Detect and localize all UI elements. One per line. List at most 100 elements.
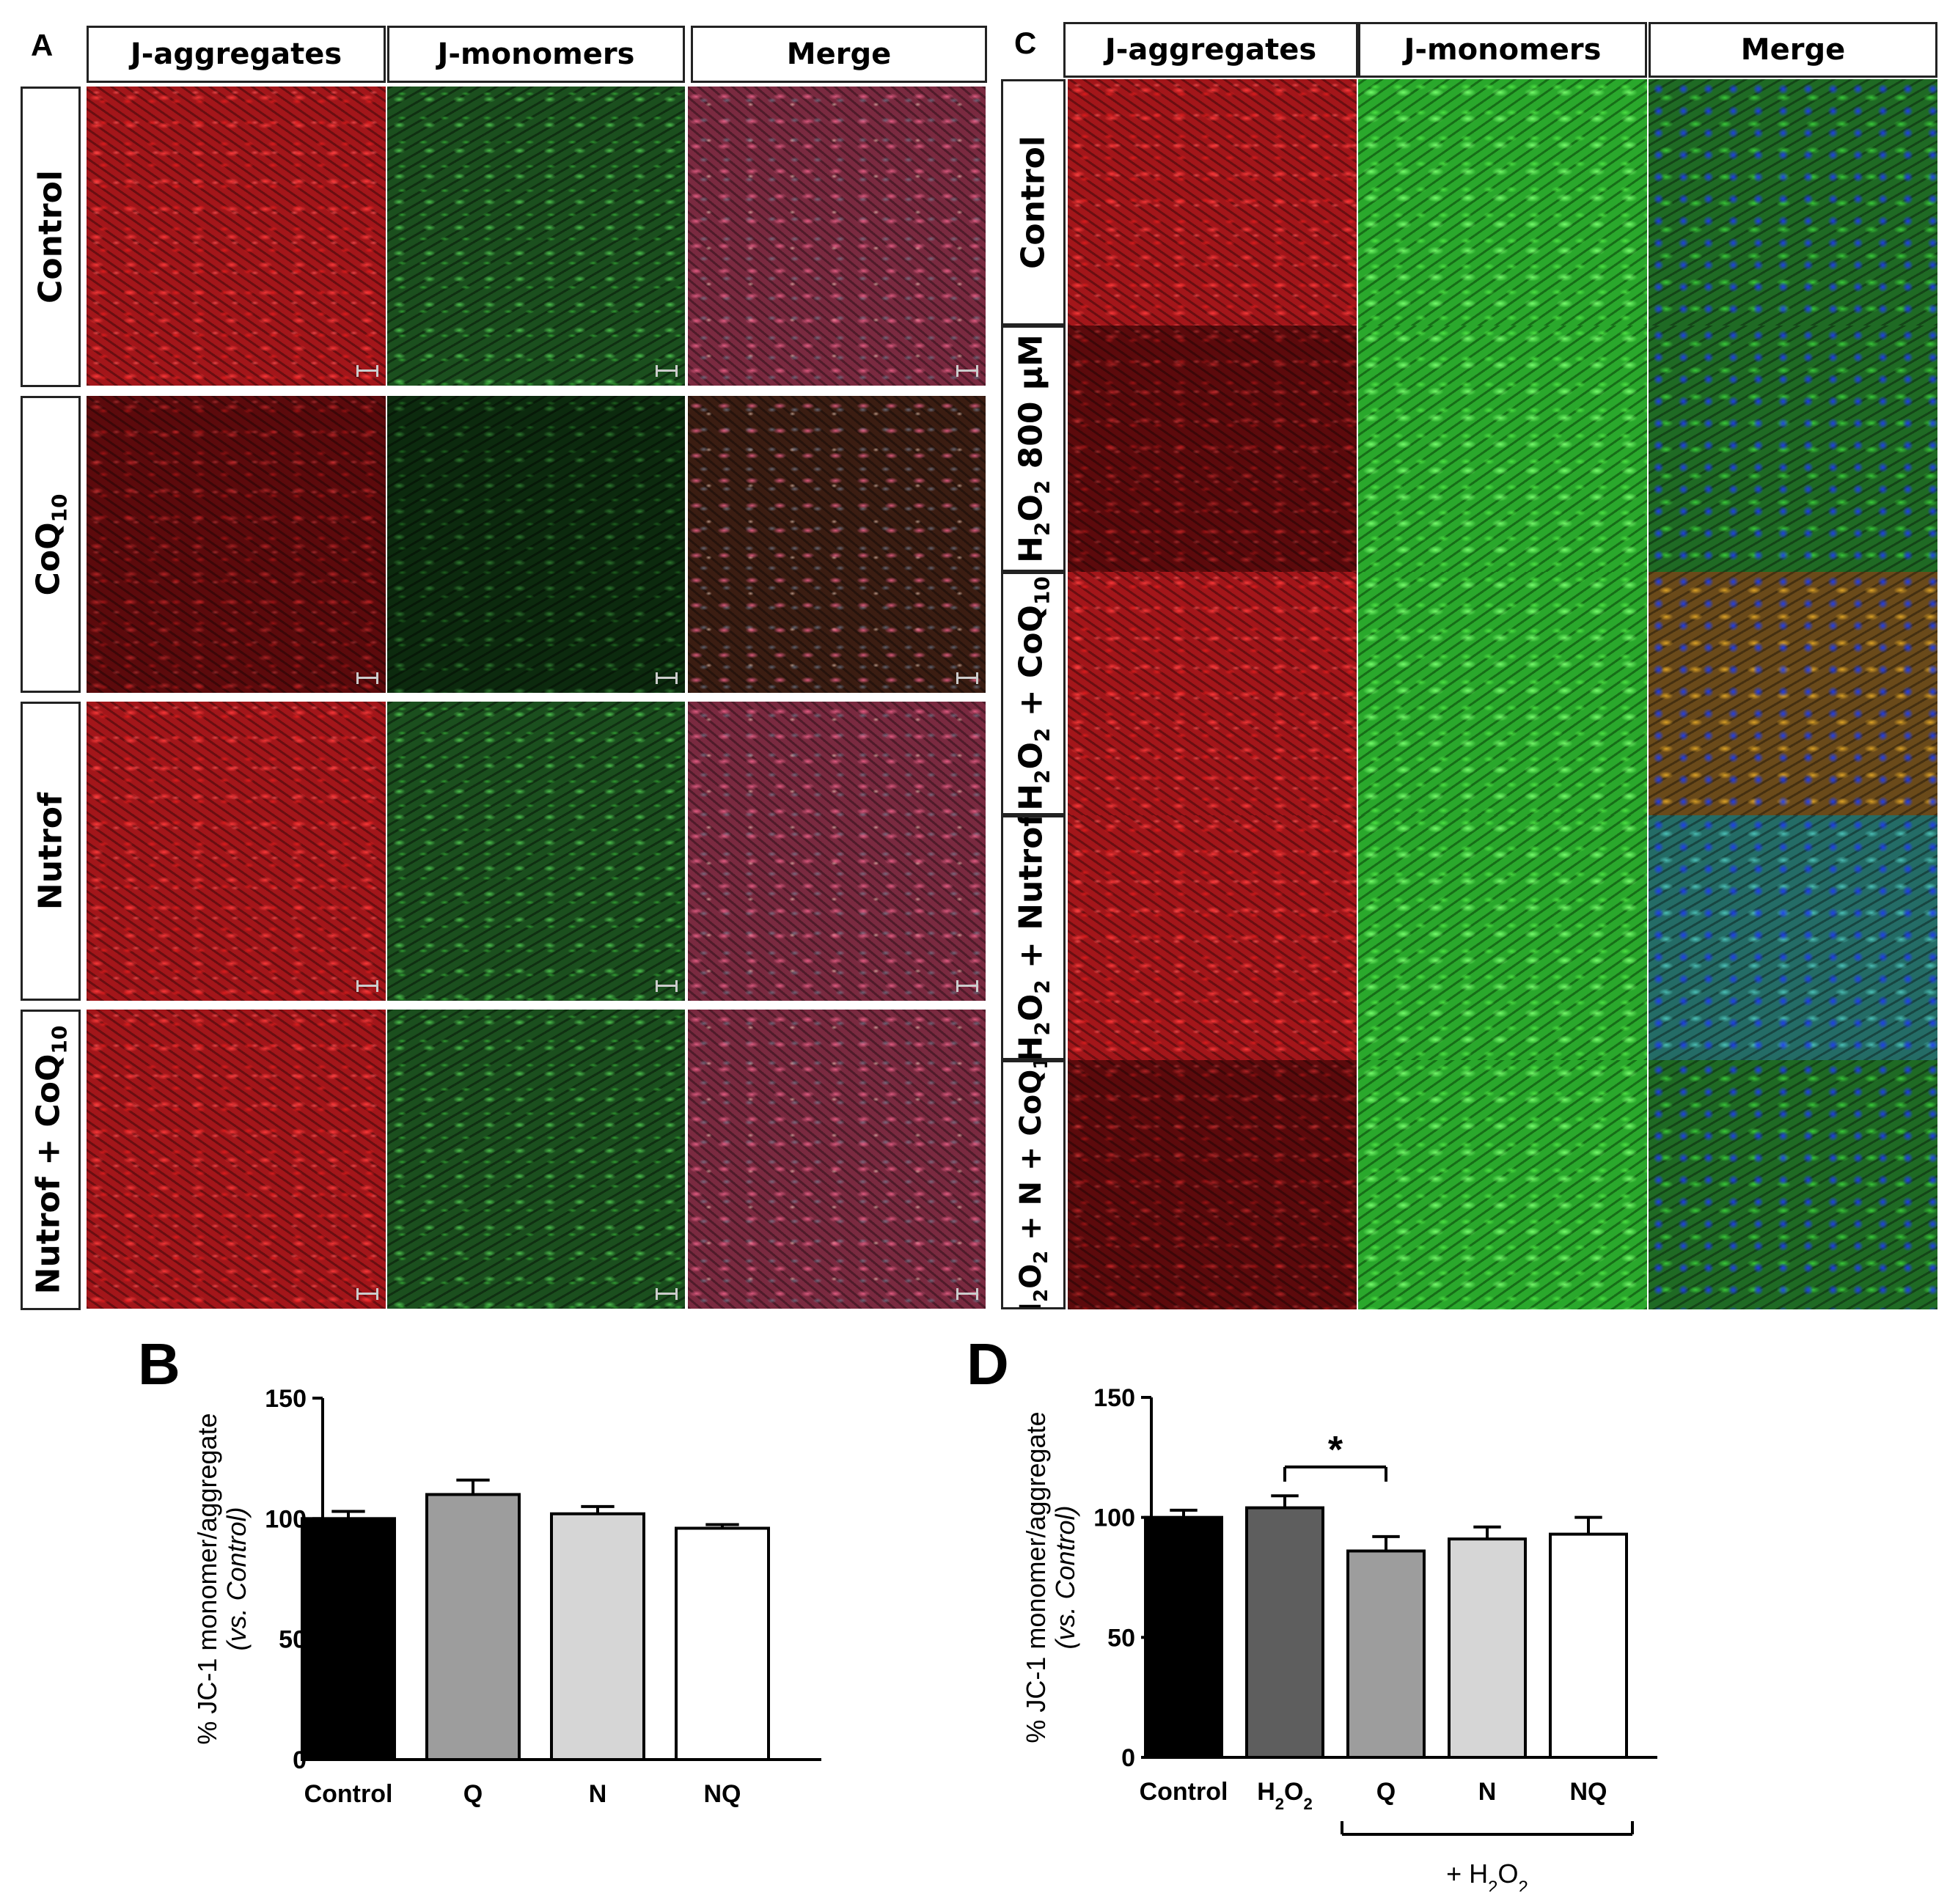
label-part: + CoQ [1012,605,1050,728]
panel-c-image-row1-monomers [1358,79,1647,326]
scale-bar [956,365,978,377]
y-tick-label: 0 [1121,1744,1135,1772]
panel-c-image-row4-monomers [1358,815,1647,1060]
scale-bar [656,672,678,684]
row-label-text: H2O2 + CoQ10 [1013,576,1055,811]
label-sub: 2 [1030,1250,1052,1264]
row-label-main: CoQ [29,522,67,595]
panel-a-row-label-nutrof-coq10: Nutrof + CoQ10 [21,1010,81,1310]
scale-bar [956,980,978,992]
y-axis-label: % JC-1 monomer/aggregate (vs. Control) [192,1413,252,1744]
panel-c-row-label-control: Control [1001,79,1066,326]
bar [1448,1537,1527,1759]
label-part: O [1012,742,1050,770]
panel-a-image-row3-merge [688,702,986,1001]
panel-c-image-row4-merge [1649,815,1937,1060]
row-label-sub: 10 [47,1025,72,1054]
panel-c-image-row2-monomers [1358,326,1647,572]
x-tick-label: H2O2 [1257,1778,1313,1813]
scale-bar [656,1288,678,1300]
panel-a-image-row1-aggregates [87,87,386,386]
label-part: 800 µM [1012,334,1050,480]
panel-a-image-row2-aggregates [87,396,386,693]
bar [1346,1549,1426,1759]
panel-c-image-row3-merge [1649,572,1937,815]
label-sub: 2 [1030,521,1055,537]
row-label-text: Control [32,170,70,304]
panel-a-image-row2-merge [688,396,986,693]
label-sub: 2 [1030,727,1055,743]
label-part: + N + CoQ [1014,1069,1048,1251]
row-label-text: H2O2 800 µM [1013,334,1055,563]
bar [1144,1515,1223,1760]
x-tick-label: N [589,1780,607,1808]
label-part: H [1014,1302,1048,1307]
x-tick-label: Q [1376,1778,1396,1806]
x-tick-label: N [1478,1778,1497,1806]
scale-bar [956,1288,978,1300]
bar [301,1517,396,1761]
row-label-sub: 10 [47,493,72,523]
bar [675,1526,770,1761]
row-label-text: Nutrof + CoQ10 [30,1026,72,1295]
panel-a-image-row4-monomers [387,1010,685,1309]
panel-c-header-merge: Merge [1649,22,1937,78]
label-part: O [1012,494,1050,522]
panel-a-image-row4-merge [688,1010,986,1309]
panel-letter-d: D [967,1331,1009,1397]
significance-mark: * [1328,1429,1343,1471]
panel-c-header-monomers: J-monomers [1358,22,1647,78]
y-tick-label: 150 [1093,1384,1135,1412]
panel-c-row-label-h2o2-n-coq10: H2O2 + N + CoQ10 [1001,1060,1066,1309]
panel-c-header-aggregates: J-aggregates [1063,22,1358,78]
row-label-text: H2O2 + Nutrof [1012,817,1055,1060]
label-sub: 2 [1030,979,1055,994]
y-tick-label: 100 [1093,1504,1135,1532]
label-part: H [1012,783,1050,811]
label-sub: 2 [1030,1021,1055,1036]
y-tick-label: 100 [265,1505,307,1533]
label-part: H [1012,1035,1050,1060]
scale-bar [356,365,378,377]
panel-c-row-label-h2o2-coq10: H2O2 + CoQ10 [1001,572,1066,815]
panel-a-image-row4-aggregates [87,1010,386,1309]
panel-letter-a: A [31,28,54,62]
panel-c-image-row1-merge [1649,79,1937,326]
x-tick-label: Control [304,1780,393,1808]
y-axis-label: % JC-1 monomer/aggregate (vs. Control) [1021,1411,1080,1743]
panel-a-header-aggregates: J-aggregates [87,26,386,83]
y-axis-title: % JC-1 monomer/aggregate [1021,1411,1051,1743]
panel-c-image-row3-aggregates [1068,572,1357,815]
row-label-main: Nutrof + CoQ [29,1054,67,1295]
panel-a-image-row2-monomers [387,396,685,693]
scale-bar [656,980,678,992]
panel-c-row-label-h2o2-800: H2O2 800 µM [1001,326,1066,572]
label-sub: 10 [1030,1062,1052,1070]
panel-c-row-label-h2o2-nutrof: H2O2 + Nutrof [1001,815,1066,1060]
panel-c-image-row5-aggregates [1068,1060,1357,1309]
label-sub: 10 [1030,576,1055,606]
y-axis-subtitle: (vs. Control) [1050,1505,1080,1649]
panel-a-row-label-control: Control [21,87,81,387]
scale-bar [356,1288,378,1300]
scale-bar [956,672,978,684]
panel-c-image-row1-aggregates [1068,79,1357,326]
bar [1549,1532,1628,1760]
panel-a-image-row3-aggregates [87,702,386,1001]
panel-c-image-row3-monomers [1358,572,1647,815]
panel-a-header-merge: Merge [691,26,987,83]
panel-a-header-monomers: J-monomers [387,26,685,83]
panel-c-image-row5-monomers [1358,1060,1647,1309]
panel-a-image-row3-monomers [387,702,685,1001]
panel-a-row-label-coq10: CoQ10 [21,396,81,693]
x-tick-label: Q [463,1780,483,1808]
bar [425,1493,521,1761]
label-part: H [1012,536,1050,563]
x-tick-label: NQ [1570,1778,1607,1806]
label-sub: 2 [1030,769,1055,784]
y-axis-title: % JC-1 monomer/aggregate [192,1413,222,1744]
label-sub: 2 [1030,1288,1052,1302]
y-tick-label: 150 [265,1385,307,1413]
scale-bar [656,365,678,377]
panel-c-image-row5-merge [1649,1060,1937,1309]
